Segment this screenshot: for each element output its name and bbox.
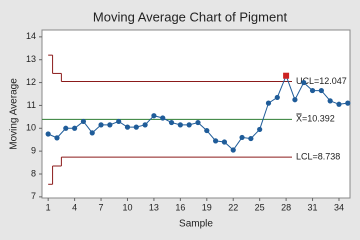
data-point [195,119,201,126]
data-point [239,134,245,141]
plot-area [41,29,351,199]
lcl-label: LCL=8.738 [296,152,340,162]
data-point [336,101,342,107]
data-point [301,79,307,86]
data-point [213,138,219,144]
data-point [80,118,87,125]
data-point [177,122,183,128]
alarm-point [283,72,290,79]
chart-title: Moving Average Chart of Pigment [93,9,288,24]
y-axis-title: Moving Average [9,78,20,150]
data-point [151,113,157,119]
y-tick-label: 8 [31,168,36,178]
data-point [292,97,298,103]
x-tick-label: 13 [149,202,159,212]
data-point [248,135,254,142]
data-point [45,131,51,137]
data-point [265,100,272,106]
y-tick-label: 7 [31,191,36,201]
data-point [318,87,324,94]
data-point [168,119,175,126]
data-point [274,94,280,101]
x-tick-label: 22 [228,202,238,212]
data-point [230,147,236,153]
data-point [204,127,210,134]
data-point [98,122,104,128]
y-tick-label: 9 [31,146,36,156]
x-tick-label: 7 [99,202,104,212]
y-tick-label: 12 [26,77,36,87]
y-tick-label: 10 [26,123,36,133]
data-point [327,98,333,104]
data-point [54,135,60,141]
x-tick-label: 25 [255,202,265,212]
data-point [89,130,95,136]
data-point [133,124,139,130]
y-tick-label: 14 [26,31,36,41]
data-point [186,122,192,128]
data-point [142,122,148,128]
data-point [221,139,228,145]
x-tick-label: 28 [281,202,291,212]
x-tick-label: 1 [46,202,51,212]
x-axis-title: Sample [179,219,213,230]
data-point [107,122,113,128]
data-point [160,115,166,121]
x-tick-label: 4 [72,202,77,212]
x-tick-label: 19 [202,202,212,212]
y-tick-label: 11 [27,100,36,110]
data-point [309,87,316,94]
x-tick-label: 10 [122,202,132,212]
data-point [63,125,69,131]
x-tick-label: 31 [308,202,318,212]
x-tick-label: 16 [175,202,185,212]
x-tick-label: 34 [334,202,344,212]
y-tick-label: 13 [26,54,36,64]
data-point [345,100,351,106]
data-point [116,118,122,125]
data-point [124,124,131,130]
data-point [257,126,263,133]
ucl-label: UCL=12.047 [296,76,347,86]
data-point [72,125,78,131]
center-label: X̿=10.392 [296,113,335,124]
